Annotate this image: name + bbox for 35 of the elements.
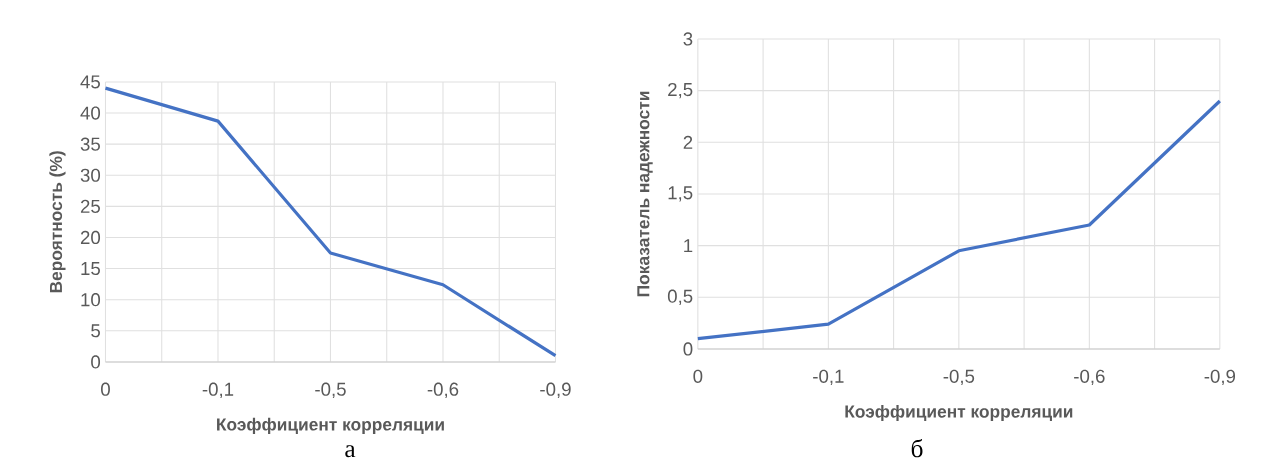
- y-axis-title: Показатель надежности: [637, 91, 653, 297]
- y-axis-title: Вероятность (%): [49, 151, 66, 293]
- y-tick-label: 10: [81, 293, 101, 307]
- line-series: [103, 86, 558, 358]
- x-tick-label: -0,6: [427, 382, 459, 399]
- text: а: [345, 445, 356, 458]
- y-tick-label: 15: [81, 262, 100, 276]
- y-tick-label: 40: [80, 106, 101, 120]
- text: б: [911, 438, 923, 458]
- x-axis-title: Коэффициент корреляции: [845, 404, 1073, 422]
- x-axis-title: Коэффициент корреляции: [217, 417, 444, 435]
- y-tick-label: 0: [683, 342, 693, 356]
- y-tick-label: 2: [683, 135, 693, 149]
- x-tick-label: 0: [693, 369, 703, 383]
- x-tick-label: -0,5: [943, 369, 975, 386]
- line-series: [696, 99, 1222, 341]
- y-tick-label: 0: [91, 355, 101, 369]
- x-tick-label: -0,6: [1074, 369, 1105, 386]
- x-tick-label: -0,9: [540, 382, 571, 399]
- y-tick-label: 45: [80, 75, 100, 89]
- y-tick-label: 2,5: [668, 82, 693, 99]
- x-tick-label: -0,9: [1204, 369, 1236, 386]
- y-tick-label: 0,5: [667, 289, 693, 305]
- x-tick-label: -0,5: [315, 382, 346, 399]
- x-tick-label: -0,1: [202, 382, 234, 399]
- y-tick-label: 35: [80, 137, 100, 151]
- y-tick-label: 30: [80, 168, 101, 182]
- y-tick-label: 20: [80, 230, 101, 245]
- y-tick-label: 1,5: [668, 186, 693, 202]
- y-tick-label: 3: [683, 32, 693, 46]
- y-tick-label: 5: [91, 324, 100, 338]
- y-tick-label: 1: [684, 239, 693, 253]
- x-tick-label: -0,1: [813, 369, 844, 386]
- x-tick-label: 0: [101, 382, 110, 396]
- y-tick-label: 25: [80, 199, 100, 213]
